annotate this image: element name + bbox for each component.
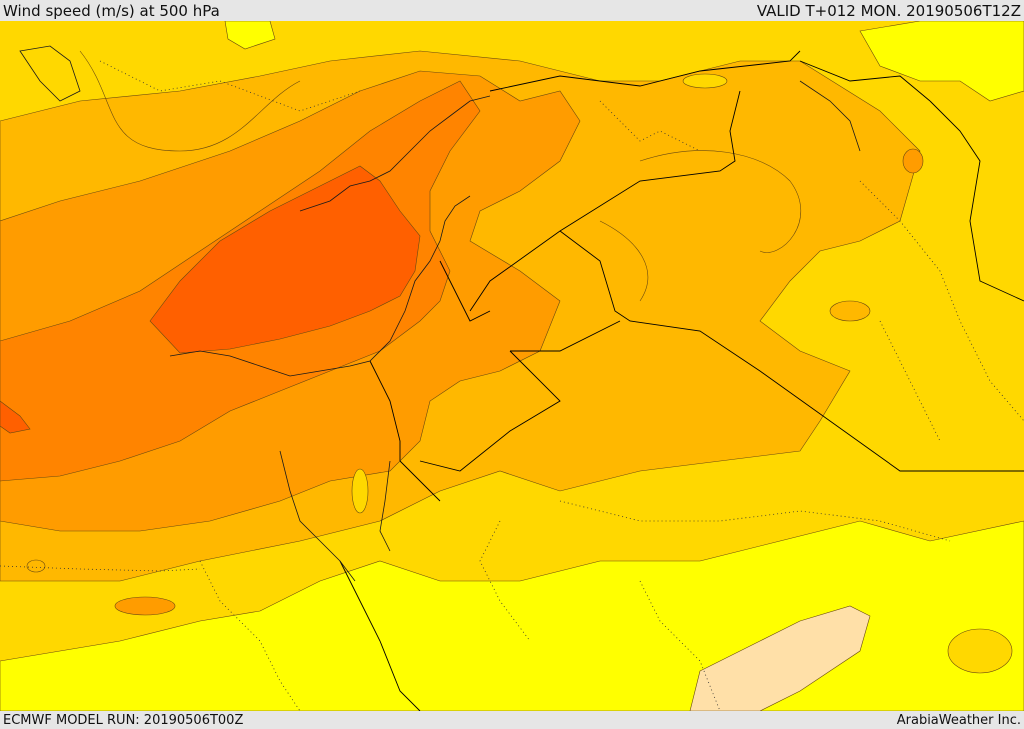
map-header: Wind speed (m/s) at 500 hPa VALID T+012 … <box>0 0 1024 21</box>
model-run: ECMWF MODEL RUN: 20190506T00Z <box>3 712 244 728</box>
weather-map <box>0 21 1024 711</box>
province-boundaries <box>0 60 1024 711</box>
wind-zone-highest-west <box>0 400 31 434</box>
wind-zone-low-nw <box>224 21 276 50</box>
coastlines <box>19 45 861 582</box>
wind-patch <box>682 73 728 89</box>
credit: ArabiaWeather Inc. <box>896 712 1021 728</box>
wind-patch <box>902 148 924 174</box>
country-borders <box>339 50 1024 711</box>
wind-zone-lowest <box>689 605 871 711</box>
wind-patch <box>947 628 1013 674</box>
wind-zone-highest <box>149 165 421 354</box>
wind-patch <box>351 468 369 514</box>
wind-patch <box>114 596 176 616</box>
valid-time: VALID T+012 MON. 20190506T12Z <box>756 1 1021 20</box>
wind-zone-low-north <box>859 21 1024 102</box>
wind-patch <box>26 559 46 573</box>
wind-speed-map <box>0 21 1024 711</box>
wind-patch <box>829 300 871 322</box>
map-footer: ECMWF MODEL RUN: 20190506T00Z ArabiaWeat… <box>0 711 1024 729</box>
contour-lines <box>79 50 802 302</box>
map-title: Wind speed (m/s) at 500 hPa <box>3 1 220 20</box>
